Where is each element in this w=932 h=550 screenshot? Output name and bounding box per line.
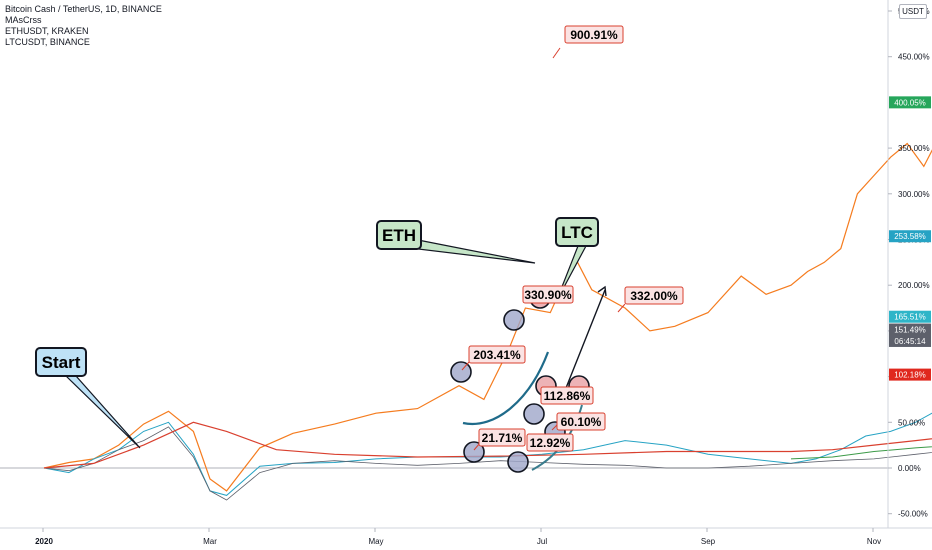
- percent-label: 12.92%: [530, 436, 571, 450]
- bch-line: [43, 426, 932, 501]
- label-connector: [552, 47, 561, 59]
- ltc-curve[interactable]: [462, 351, 550, 426]
- annotation-circle[interactable]: [450, 361, 472, 383]
- axis-badge-label: 165.51%: [894, 313, 926, 322]
- y-tick-label: 50.00%: [898, 418, 925, 427]
- callout-tail: [64, 375, 141, 449]
- y-tick-label: -50.00%: [898, 510, 928, 519]
- legend-ltc-series[interactable]: LTCUSDT, BINANCE: [5, 37, 90, 47]
- legend-main-series[interactable]: Bitcoin Cash / TetherUS, 1D, BINANCE: [5, 4, 162, 14]
- percent-label-box[interactable]: [540, 386, 594, 405]
- callout-text: LTC: [561, 223, 593, 242]
- percent-label: 203.41%: [473, 348, 521, 362]
- x-axis[interactable]: 2020MarMayJulSepNov2021MarMayJulSep: [0, 527, 932, 546]
- axis-badge-label: 06:45:14: [894, 337, 926, 346]
- percent-label: 332.00%: [630, 289, 678, 303]
- x-tick-label: Sep: [701, 537, 716, 546]
- annotation-circle[interactable]: [507, 451, 529, 473]
- axis-badge[interactable]: [889, 96, 931, 109]
- target-arrow-head: [597, 285, 607, 297]
- axis-badge[interactable]: [889, 310, 931, 323]
- x-tick-label: Jul: [537, 537, 547, 546]
- axis-badge[interactable]: [889, 230, 931, 243]
- annotation-labels[interactable]: 900.91% 330.90% 203.41% 332.00% 112.86% 60.10…: [461, 25, 684, 452]
- legend: Bitcoin Cash / TetherUS, 1D, BINANCE MAs…: [5, 4, 162, 48]
- label-connector: [461, 361, 470, 371]
- percent-label: 112.86%: [544, 389, 591, 403]
- percent-label: 21.71%: [482, 431, 523, 445]
- percent-label-box[interactable]: [556, 412, 606, 431]
- percent-label-box[interactable]: [624, 286, 684, 305]
- axis-badge-label: 102.18%: [894, 371, 926, 380]
- legend-indicator[interactable]: MAsCrss: [5, 15, 42, 25]
- currency-button[interactable]: USDT: [899, 4, 927, 19]
- percent-label-box[interactable]: [468, 345, 526, 364]
- axis-badge[interactable]: [889, 334, 931, 347]
- callout-box[interactable]: [555, 217, 599, 247]
- callout-tail: [417, 239, 536, 264]
- axis-badge-label: 400.05%: [894, 98, 926, 107]
- x-tick-label: Nov: [867, 537, 881, 546]
- axis-badge[interactable]: [889, 323, 931, 336]
- ma-red-line: [43, 421, 932, 469]
- axis-badge-label: 151.49%: [894, 326, 926, 335]
- eth-line: [43, 142, 932, 492]
- percent-label: 330.90%: [524, 288, 572, 302]
- x-tick-label: May: [368, 537, 383, 546]
- y-tick-label: 350.00%: [898, 144, 930, 153]
- percent-label: 900.91%: [570, 28, 618, 42]
- target-arrow[interactable]: [565, 289, 606, 389]
- legend-eth-series[interactable]: ETHUSDT, KRAKEN: [5, 26, 89, 36]
- y-axis[interactable]: 950.00%900.00%850.00%800.00%750.00%700.0…: [887, 0, 932, 550]
- y-tick-label: 0.00%: [898, 464, 921, 473]
- percent-label-box[interactable]: [564, 25, 624, 44]
- y-tick-label: 200.00%: [898, 281, 930, 290]
- callout-text: ETH: [382, 226, 416, 245]
- annotation-circle[interactable]: [463, 441, 485, 463]
- axis-badge[interactable]: [889, 368, 931, 381]
- callout-box[interactable]: [35, 347, 87, 377]
- label-connector: [617, 303, 626, 313]
- callout-text: Start: [42, 353, 81, 372]
- y-tick-label: 300.00%: [898, 190, 930, 199]
- ma-green-line: [790, 446, 932, 460]
- percent-label-box[interactable]: [522, 285, 574, 304]
- axis-badge-label: 253.58%: [894, 232, 926, 241]
- x-tick-label: Mar: [203, 537, 217, 546]
- drawings[interactable]: Start ETH LTC: [35, 217, 607, 471]
- annotation-circle[interactable]: [503, 309, 525, 331]
- series-lines: [43, 142, 932, 501]
- percent-label: 60.10%: [561, 415, 602, 429]
- percent-label-box[interactable]: [526, 433, 574, 452]
- x-tick-label: 2020: [35, 537, 53, 546]
- annotation-circle[interactable]: [523, 403, 545, 425]
- y-tick-label: 450.00%: [898, 53, 930, 62]
- callout-box[interactable]: [376, 220, 422, 250]
- percent-label-box[interactable]: [478, 428, 526, 447]
- ltc-line: [43, 412, 932, 496]
